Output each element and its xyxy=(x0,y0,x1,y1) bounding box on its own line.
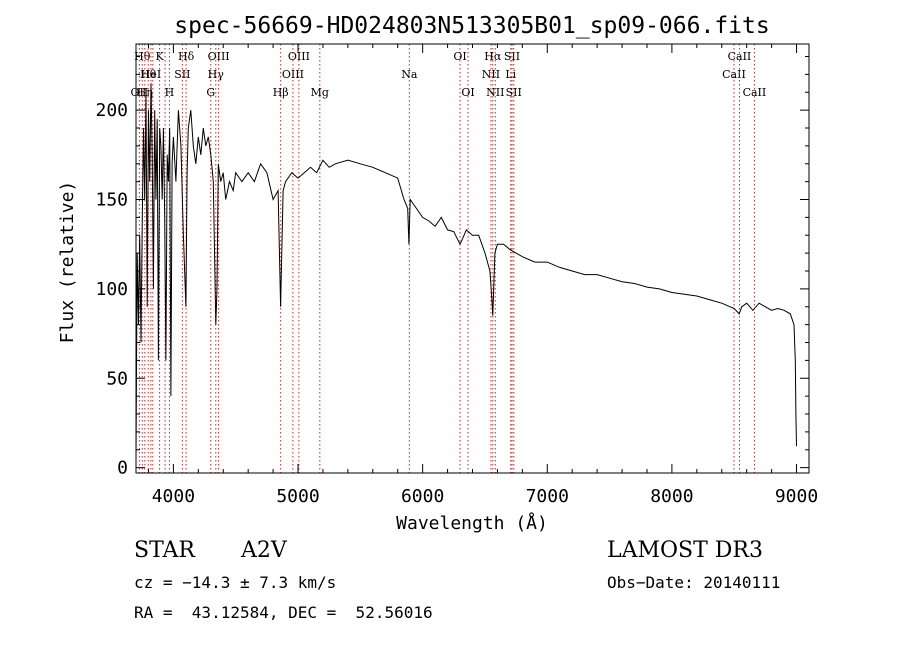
line-marker-label: K xyxy=(155,50,164,63)
y-axis-label: Flux (relative) xyxy=(57,181,78,344)
y-tick-label: 0 xyxy=(117,458,128,479)
chart-title: spec-56669-HD024803N513305B01_sp09-066.f… xyxy=(174,13,769,39)
line-marker-label: CaII xyxy=(743,86,767,99)
y-tick-label: 150 xyxy=(95,190,128,211)
x-tick-label: 4000 xyxy=(152,486,195,507)
line-marker-label: HeI xyxy=(141,68,161,81)
plot-frame xyxy=(135,43,810,474)
line-marker-label: Hδ xyxy=(178,50,195,63)
obs-date: Obs−Date: 20140111 xyxy=(607,573,781,592)
redshift-cz: cz = −14.3 ± 7.3 km/s xyxy=(134,573,337,592)
line-marker-label: Hβ xyxy=(273,86,289,99)
line-marker-label: OI xyxy=(453,50,466,63)
line-marker-label: SII xyxy=(174,68,190,81)
line-marker-label: Hθ xyxy=(140,68,157,81)
line-marker-label: OI xyxy=(461,86,474,99)
line-marker-label: NII xyxy=(486,86,504,99)
line-marker-label: Na xyxy=(401,68,418,81)
line-marker-label: NII xyxy=(482,68,500,81)
spectral-class: A2V xyxy=(241,538,287,563)
line-marker-label: Hη xyxy=(137,86,153,99)
y-tick-label: 100 xyxy=(95,279,128,300)
object-type: STAR xyxy=(134,538,195,563)
x-tick-label: 5000 xyxy=(276,486,319,507)
line-marker-label: G xyxy=(206,86,215,99)
line-marker-label: Li xyxy=(505,68,516,81)
survey-name: LAMOST DR3 xyxy=(607,538,763,563)
x-tick-label: 8000 xyxy=(650,486,693,507)
x-tick-label: 7000 xyxy=(526,486,569,507)
x-tick-label: 6000 xyxy=(401,486,444,507)
line-marker-label: OIII xyxy=(282,68,304,81)
line-marker-label: SII xyxy=(506,86,522,99)
y-tick-label: 200 xyxy=(95,100,128,121)
line-marker-label: CaII xyxy=(728,50,752,63)
line-marker-label: Hγ xyxy=(208,68,225,81)
x-axis-label: Wavelength (Å) xyxy=(396,512,548,534)
line-marker-label: H xyxy=(165,86,175,99)
line-marker-label: Hθ xyxy=(134,50,151,63)
x-tick-label: 9000 xyxy=(775,486,818,507)
line-markers: OIIHθHηHθHeIKHSIIHδGHγOIIIHβOIIIOIIIMgNa… xyxy=(131,44,767,473)
line-marker-label: Hα xyxy=(484,50,502,63)
coordinates: RA = 43.12584, DEC = 52.56016 xyxy=(134,603,433,622)
axes: 4000 5000 6000 7000 8000 9000 0 50 100 150 200 xyxy=(95,44,818,507)
spectrum-series xyxy=(135,83,797,459)
spectrum-line xyxy=(135,83,797,459)
line-marker-label: OIII xyxy=(208,50,230,63)
y-tick-label: 50 xyxy=(106,368,128,389)
line-marker-label: CaII xyxy=(722,68,746,81)
line-marker-label: OIII xyxy=(288,50,310,63)
line-marker-label: SII xyxy=(504,50,520,63)
line-marker-label: Mg xyxy=(311,86,329,99)
